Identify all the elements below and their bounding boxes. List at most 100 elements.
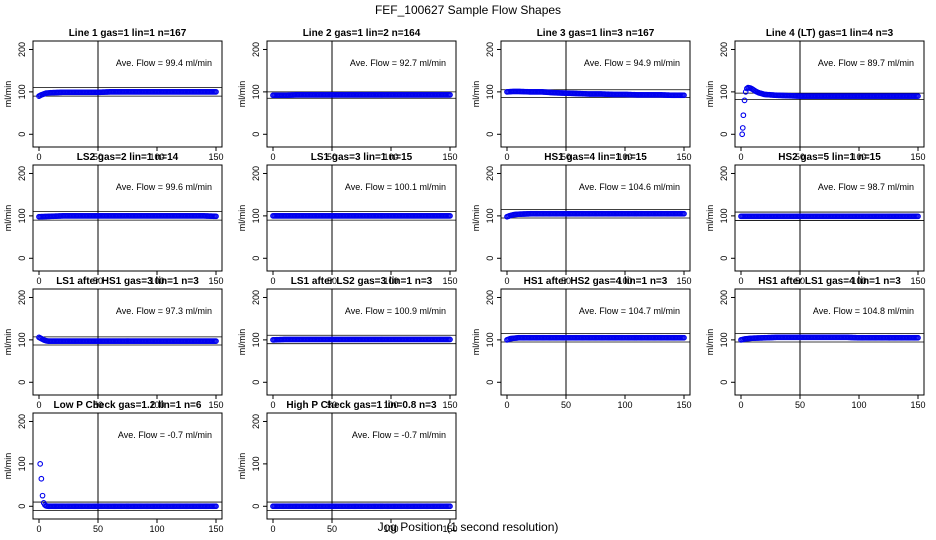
panel-title: HS1 after HS2 gas=4 lin=1 n=3 xyxy=(524,276,668,287)
panel-title: LS1 gas=3 lin=1 n=15 xyxy=(311,152,413,163)
y-tick-label: 100 xyxy=(251,456,261,471)
y-tick-label: 0 xyxy=(251,132,261,137)
x-tick-label: 50 xyxy=(93,524,103,534)
y-tick-label: 200 xyxy=(251,42,261,57)
data-points xyxy=(504,334,687,343)
x-tick-label: 150 xyxy=(910,152,925,162)
data-point xyxy=(740,112,747,119)
x-tick-label: 50 xyxy=(795,400,805,410)
y-tick-label: 200 xyxy=(719,42,729,57)
data-point xyxy=(742,89,749,95)
data-points xyxy=(270,91,453,99)
data-point xyxy=(447,213,453,219)
data-point xyxy=(739,131,746,138)
panel-3: Line 3 gas=1 lin=3 n=167 0 50 100 150 0 100 200… xyxy=(471,28,692,162)
figure-title: FEF_100627 Sample Flow Shapes xyxy=(375,3,561,17)
average-flow-annotation: Ave. Flow = 89.7 ml/min xyxy=(818,58,914,68)
panel-grid: Line 1 gas=1 lin=1 n=167 0 50 100 150 0 100 200… xyxy=(3,28,926,534)
plot-frame xyxy=(32,164,223,272)
y-axis-label: ml/min xyxy=(237,453,247,480)
x-tick-label: 0 xyxy=(504,152,509,162)
y-tick-label: 0 xyxy=(719,132,729,137)
data-point xyxy=(915,93,921,99)
panel-12: HS1 after LS1 gas=4 lin=1 n=3 0 50 100 150 0 1… xyxy=(705,276,926,410)
panel-4: Line 4 (LT) gas=1 lin=4 n=3 0 50 100 150 0 100… xyxy=(705,28,926,162)
plot-frame xyxy=(734,40,925,148)
data-points xyxy=(37,461,219,510)
plot-frame xyxy=(500,40,691,148)
y-tick-label: 100 xyxy=(17,456,27,471)
panel-10: LS1 after LS2 gas=3 lin=1 n=3 0 50 100 150 0 1… xyxy=(237,276,458,410)
x-tick-label: 100 xyxy=(383,524,398,534)
x-tick-label: 100 xyxy=(617,152,632,162)
panel-6: LS1 gas=3 lin=1 n=15 0 50 100 150 0 100 200 ml/m… xyxy=(237,152,458,286)
y-tick-label: 0 xyxy=(17,380,27,385)
x-tick-label: 150 xyxy=(676,400,691,410)
x-tick-label: 100 xyxy=(149,152,164,162)
x-tick-label: 100 xyxy=(149,276,164,286)
x-tick-label: 150 xyxy=(910,276,925,286)
data-point xyxy=(213,213,219,220)
x-tick-label: 50 xyxy=(795,152,805,162)
x-tick-label: 150 xyxy=(208,152,223,162)
data-point xyxy=(37,461,44,467)
y-axis-label: ml/min xyxy=(705,329,715,356)
panel-title: High P Check gas=1 lin=0.8 n=3 xyxy=(286,400,437,411)
x-tick-label: 50 xyxy=(93,152,103,162)
x-tick-label: 150 xyxy=(676,152,691,162)
data-points xyxy=(738,334,921,343)
x-tick-label: 150 xyxy=(208,524,223,534)
y-tick-label: 100 xyxy=(719,332,729,347)
panel-11: HS1 after HS2 gas=4 lin=1 n=3 0 50 100 150 0 1… xyxy=(471,276,692,410)
x-tick-label: 50 xyxy=(561,152,571,162)
x-tick-label: 50 xyxy=(93,400,103,410)
data-points xyxy=(270,213,453,219)
panel-title: LS1 after HS1 gas=3 lin=1 n=3 xyxy=(56,276,199,287)
plot-frame xyxy=(32,40,223,148)
x-tick-label: 0 xyxy=(270,152,275,162)
average-flow-annotation: Ave. Flow = 92.7 ml/min xyxy=(350,58,446,68)
data-point xyxy=(447,336,453,343)
average-flow-annotation: Ave. Flow = 100.1 ml/min xyxy=(345,182,446,192)
x-tick-label: 150 xyxy=(910,400,925,410)
x-tick-label: 150 xyxy=(442,276,457,286)
panel-title: HS2 gas=5 lin=1 n=15 xyxy=(778,152,881,163)
average-flow-annotation: Ave. Flow = 99.6 ml/min xyxy=(116,182,212,192)
y-tick-label: 200 xyxy=(719,166,729,181)
y-axis-label: ml/min xyxy=(471,205,481,232)
x-tick-label: 100 xyxy=(383,276,398,286)
y-tick-label: 200 xyxy=(719,290,729,305)
y-axis-label: ml/min xyxy=(3,205,13,232)
x-tick-label: 100 xyxy=(617,276,632,286)
y-tick-label: 100 xyxy=(251,84,261,99)
y-tick-label: 200 xyxy=(251,166,261,181)
average-flow-annotation: Ave. Flow = 97.3 ml/min xyxy=(116,306,212,316)
panel-title: Low P Check gas=1.2 lin=1 n=6 xyxy=(54,400,202,411)
x-tick-label: 50 xyxy=(561,400,571,410)
y-axis-label: ml/min xyxy=(237,205,247,232)
y-tick-label: 100 xyxy=(719,84,729,99)
data-point xyxy=(213,338,219,345)
y-tick-label: 200 xyxy=(485,290,495,305)
y-tick-label: 200 xyxy=(251,414,261,429)
x-tick-label: 150 xyxy=(208,276,223,286)
panel-2: Line 2 gas=1 lin=2 n=164 0 50 100 150 0 100 200… xyxy=(237,28,458,162)
y-tick-label: 0 xyxy=(17,256,27,261)
data-point xyxy=(447,91,453,98)
data-points xyxy=(36,213,219,220)
y-tick-label: 0 xyxy=(17,504,27,509)
data-points xyxy=(739,84,921,138)
y-tick-label: 200 xyxy=(17,166,27,181)
y-tick-label: 100 xyxy=(17,208,27,223)
x-tick-label: 0 xyxy=(738,152,743,162)
average-flow-annotation: Ave. Flow = 98.7 ml/min xyxy=(818,182,914,192)
x-tick-label: 100 xyxy=(149,400,164,410)
x-tick-label: 0 xyxy=(36,524,41,534)
data-points xyxy=(270,503,453,510)
average-flow-annotation: Ave. Flow = -0.7 ml/min xyxy=(352,430,446,440)
y-tick-label: 200 xyxy=(485,42,495,57)
data-point xyxy=(681,92,687,99)
data-point xyxy=(739,125,746,131)
data-point xyxy=(39,492,46,499)
